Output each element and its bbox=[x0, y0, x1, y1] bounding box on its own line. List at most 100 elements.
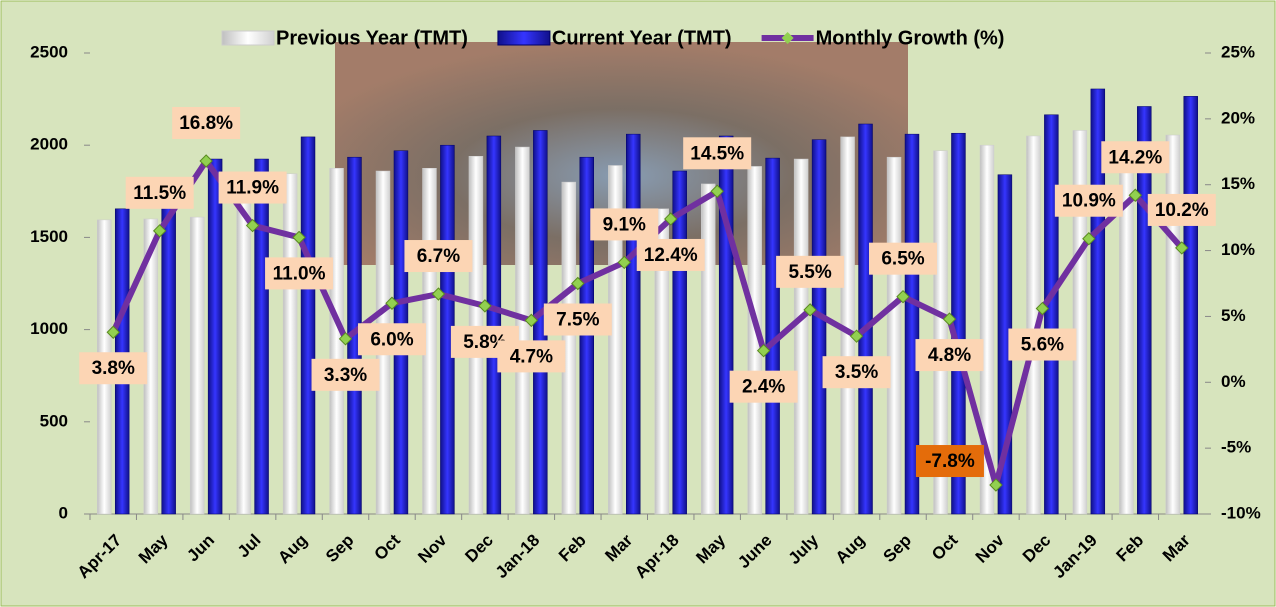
legend-swatch bbox=[497, 30, 551, 46]
data-label: 3.8% bbox=[92, 358, 135, 379]
marker bbox=[756, 343, 771, 358]
data-label: 11.0% bbox=[273, 263, 326, 284]
y2-tick-label: -5% bbox=[1221, 438, 1251, 457]
marker bbox=[385, 296, 399, 310]
marker bbox=[152, 224, 167, 238]
legend-label: Current Year (TMT) bbox=[552, 27, 732, 49]
bar bbox=[672, 170, 687, 515]
bar bbox=[886, 156, 902, 515]
data-label: 3.5% bbox=[835, 362, 878, 383]
y-tick-label: 1000 bbox=[30, 319, 68, 338]
data-label-box bbox=[79, 352, 148, 385]
bar bbox=[904, 133, 920, 515]
y2-tick-label: 25% bbox=[1221, 42, 1255, 61]
y2-tick-label: 5% bbox=[1221, 306, 1246, 325]
data-label: 10.2% bbox=[1155, 200, 1209, 221]
bar bbox=[282, 173, 298, 515]
data-label-box bbox=[1147, 193, 1216, 226]
marker bbox=[1082, 232, 1096, 246]
data-label-box bbox=[683, 137, 752, 170]
marker bbox=[617, 255, 631, 270]
marker bbox=[710, 184, 724, 199]
legend-swatch bbox=[221, 30, 275, 46]
y2-tick-label: 0% bbox=[1221, 372, 1246, 391]
data-label-box bbox=[265, 257, 334, 290]
marker bbox=[292, 230, 306, 245]
bar bbox=[161, 184, 176, 515]
data-label: 14.2% bbox=[1108, 147, 1162, 168]
data-label: 7.5% bbox=[556, 310, 599, 331]
data-label-box bbox=[636, 238, 705, 271]
marker bbox=[431, 287, 446, 301]
bar bbox=[207, 158, 223, 515]
bar bbox=[701, 183, 716, 515]
bar bbox=[654, 208, 669, 515]
marker bbox=[571, 276, 585, 291]
data-label: 4.8% bbox=[928, 345, 971, 366]
marker bbox=[199, 154, 213, 168]
data-label: 6.0% bbox=[370, 329, 413, 350]
bar bbox=[189, 216, 205, 515]
legend-label: Monthly Growth (%) bbox=[816, 27, 1005, 49]
data-label-box bbox=[869, 242, 938, 275]
data-label-box bbox=[543, 303, 612, 336]
data-label: 6.7% bbox=[417, 246, 460, 267]
y2-tick-label: -10% bbox=[1221, 503, 1261, 522]
marker bbox=[942, 312, 957, 326]
bar bbox=[1183, 96, 1198, 515]
marker bbox=[989, 478, 1003, 492]
bar bbox=[486, 135, 502, 515]
data-label: 10.9% bbox=[1062, 191, 1116, 212]
y-tick-label: 1500 bbox=[30, 227, 68, 246]
marker bbox=[803, 303, 817, 317]
bar bbox=[933, 150, 948, 515]
marker bbox=[1128, 188, 1143, 202]
data-label-box bbox=[729, 370, 798, 403]
bar bbox=[608, 165, 623, 515]
data-label-box bbox=[357, 323, 426, 356]
data-label-box bbox=[915, 339, 984, 372]
bar bbox=[793, 158, 809, 515]
data-label: 11.9% bbox=[226, 178, 279, 199]
marker bbox=[106, 325, 120, 339]
y-tick-label: 2000 bbox=[30, 135, 68, 154]
bar bbox=[979, 144, 995, 515]
marker bbox=[478, 299, 492, 313]
data-label-box bbox=[172, 107, 241, 140]
y2-tick-label: 10% bbox=[1221, 240, 1255, 259]
bar bbox=[1165, 134, 1181, 515]
data-label: 11.5% bbox=[133, 183, 186, 204]
marker bbox=[896, 289, 910, 304]
data-label-box bbox=[915, 445, 984, 478]
data-label: 3.3% bbox=[324, 365, 367, 386]
data-label-box bbox=[822, 356, 891, 389]
bar bbox=[626, 133, 641, 515]
data-label: 5.8% bbox=[463, 332, 506, 353]
marker bbox=[338, 332, 353, 346]
data-label: 14.5% bbox=[690, 143, 744, 164]
y2-tick-label: 20% bbox=[1221, 108, 1255, 127]
bar bbox=[254, 158, 269, 515]
marker bbox=[1175, 241, 1189, 255]
data-label: 9.1% bbox=[603, 214, 646, 235]
data-label-box bbox=[590, 208, 659, 241]
legend-label: Previous Year (TMT) bbox=[276, 27, 468, 49]
data-label: 6.5% bbox=[881, 249, 924, 270]
bar bbox=[1072, 130, 1088, 515]
y-tick-label: 0 bbox=[59, 503, 68, 522]
data-label: 5.6% bbox=[1021, 335, 1064, 356]
marker bbox=[849, 329, 864, 343]
data-label: 16.8% bbox=[179, 113, 233, 134]
bar bbox=[1044, 114, 1059, 515]
data-label-box bbox=[497, 340, 566, 373]
data-label: -7.8% bbox=[925, 451, 975, 472]
bar bbox=[236, 196, 251, 515]
y2-tick-label: 15% bbox=[1221, 174, 1255, 193]
data-label: 5.5% bbox=[788, 262, 831, 283]
marker bbox=[524, 313, 539, 328]
bar bbox=[811, 139, 827, 515]
legend-marker bbox=[781, 32, 794, 44]
data-label-box bbox=[404, 240, 473, 273]
data-label-box bbox=[218, 171, 287, 204]
